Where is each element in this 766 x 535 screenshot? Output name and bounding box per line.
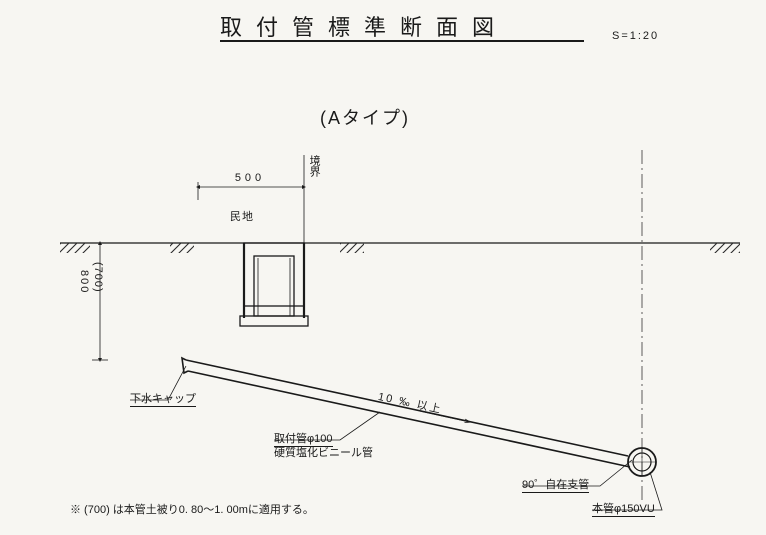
drawing-canvas [0,0,766,535]
land-label: 民地 [230,208,254,224]
dim-800: 800 [78,270,90,294]
dim-500: 500 [220,172,280,184]
label-main-pipe: 本管φ150VU [592,500,655,517]
diagram-stage: 取付管標準断面図 S=1:20 (Aタイプ) [0,0,766,535]
label-pipe2: 硬質塩化ビニール管 [274,444,373,460]
label-cap: 下水キャップ [130,390,196,407]
dim-700: (700) [92,262,104,293]
footnote: ※ (700) は本管土被り0. 80～1. 00mに適用する。 [70,501,314,517]
boundary-label: 境界 [308,155,320,177]
label-bend: 90゜自在支管 [522,476,589,493]
